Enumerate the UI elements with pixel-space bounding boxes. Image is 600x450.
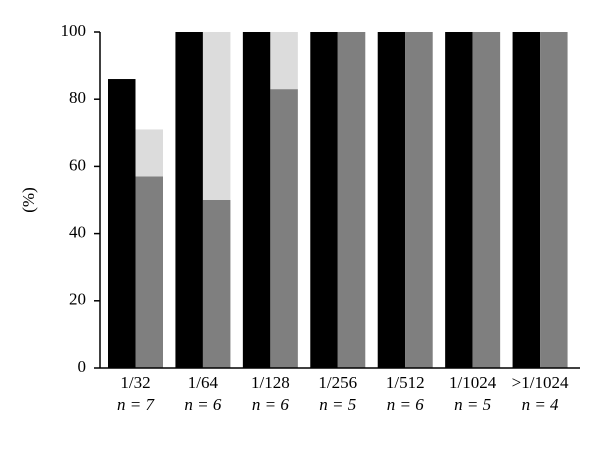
- y-tick-label: 20: [69, 290, 86, 309]
- x-tick-note: n = 6: [252, 395, 289, 414]
- x-tick-note: n = 7: [117, 395, 155, 414]
- x-tick-label: 1/1024: [449, 373, 497, 392]
- x-tick-note: n = 5: [319, 395, 356, 414]
- bar: [202, 32, 231, 200]
- y-tick-label: 0: [78, 357, 87, 376]
- bar: [540, 32, 568, 368]
- bar: [108, 79, 136, 368]
- bar: [202, 200, 231, 368]
- x-tick-note: n = 4: [522, 395, 559, 414]
- x-tick-label: 1/64: [188, 373, 219, 392]
- bar: [445, 32, 473, 368]
- bar: [310, 32, 338, 368]
- bar: [135, 176, 163, 368]
- bar: [512, 32, 541, 368]
- bar: [472, 32, 501, 368]
- y-tick-label: 80: [69, 88, 86, 107]
- bar: [270, 32, 298, 90]
- x-tick-label: 1/32: [120, 373, 150, 392]
- x-tick-label: >1/1024: [512, 373, 569, 392]
- x-tick-label: 1/128: [251, 373, 290, 392]
- bar: [337, 32, 366, 368]
- x-tick-note: n = 6: [184, 395, 221, 414]
- x-tick-note: n = 5: [454, 395, 491, 414]
- bar: [405, 32, 433, 368]
- bar: [377, 32, 406, 368]
- bar: [175, 32, 203, 368]
- y-tick-label: 60: [69, 155, 86, 174]
- y-tick-label: 100: [61, 21, 87, 40]
- y-axis-label: (%): [19, 187, 38, 212]
- bar: [270, 89, 298, 369]
- y-tick-label: 40: [69, 223, 86, 242]
- bar: [242, 32, 271, 368]
- x-tick-label: 1/512: [386, 373, 425, 392]
- bar: [135, 129, 163, 177]
- x-tick-note: n = 6: [387, 395, 424, 414]
- x-tick-label: 1/256: [318, 373, 357, 392]
